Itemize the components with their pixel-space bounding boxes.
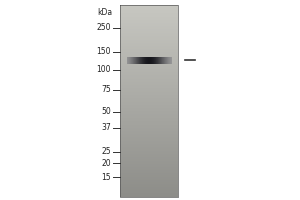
Text: 75: 75 [101, 86, 111, 95]
Text: 37: 37 [101, 123, 111, 132]
Text: kDa: kDa [97, 8, 112, 17]
Text: 150: 150 [97, 47, 111, 56]
Text: 15: 15 [101, 172, 111, 182]
Text: 50: 50 [101, 108, 111, 116]
Text: 100: 100 [97, 66, 111, 74]
Text: 25: 25 [101, 148, 111, 156]
Text: 250: 250 [97, 23, 111, 32]
Text: 20: 20 [101, 158, 111, 168]
